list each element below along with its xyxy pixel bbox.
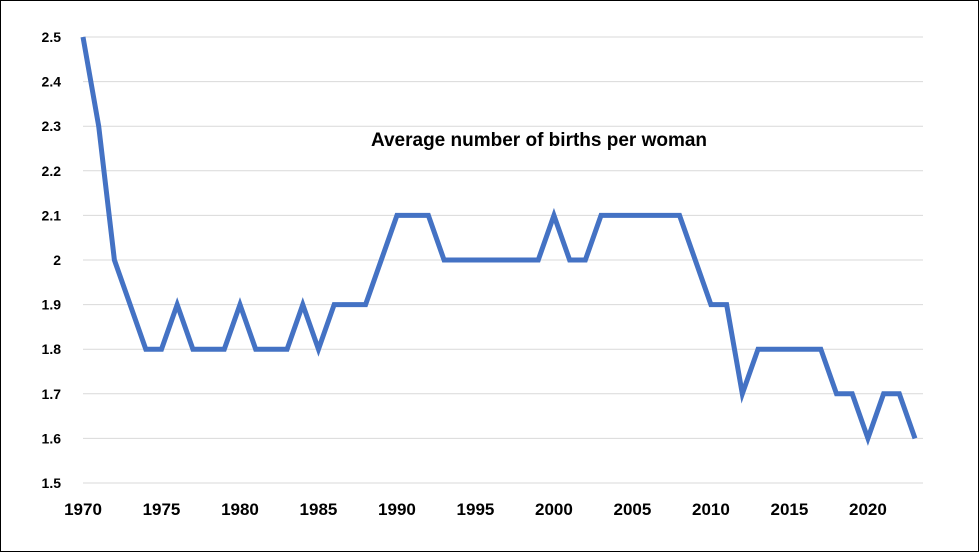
data-point bbox=[222, 347, 226, 351]
data-point bbox=[238, 303, 242, 307]
x-tick-label: 2000 bbox=[535, 500, 573, 519]
data-point bbox=[536, 258, 540, 262]
data-point bbox=[348, 303, 352, 307]
x-tick-label: 1995 bbox=[457, 500, 495, 519]
data-point bbox=[662, 213, 666, 217]
data-point bbox=[787, 347, 791, 351]
y-tick-label: 1.8 bbox=[42, 341, 62, 357]
data-point bbox=[646, 213, 650, 217]
data-point bbox=[866, 436, 870, 440]
data-point bbox=[709, 303, 713, 307]
data-point bbox=[364, 303, 368, 307]
series-layer bbox=[80, 35, 918, 446]
data-point bbox=[819, 347, 823, 351]
data-point bbox=[395, 213, 399, 217]
x-tick-label: 1980 bbox=[221, 500, 259, 519]
data-point bbox=[144, 347, 148, 351]
data-point bbox=[583, 258, 587, 262]
data-point bbox=[693, 258, 697, 262]
y-tick-label: 2.3 bbox=[42, 118, 62, 134]
y-tick-label: 2 bbox=[53, 252, 61, 268]
data-point bbox=[332, 303, 336, 307]
y-tick-label: 1.9 bbox=[42, 297, 62, 313]
x-tick-label: 1985 bbox=[300, 500, 338, 519]
y-axis-tick-labels: 1.5 1.6 1.7 1.8 1.9 2 2.1 2.2 2.3 2.4 2.5 bbox=[42, 29, 62, 491]
data-point bbox=[913, 436, 917, 440]
data-point bbox=[489, 258, 493, 262]
y-tick-label: 1.7 bbox=[42, 386, 62, 402]
data-point bbox=[772, 347, 776, 351]
data-point bbox=[505, 258, 509, 262]
series-line bbox=[80, 36, 918, 446]
data-point bbox=[850, 392, 854, 396]
data-point bbox=[897, 392, 901, 396]
y-tick-label: 2.5 bbox=[42, 29, 62, 45]
data-point bbox=[112, 258, 116, 262]
data-point bbox=[725, 303, 729, 307]
data-point bbox=[301, 303, 305, 307]
x-tick-label: 1970 bbox=[64, 500, 102, 519]
data-point bbox=[740, 392, 744, 396]
data-point bbox=[175, 303, 179, 307]
y-tick-label: 2.2 bbox=[42, 163, 62, 179]
data-point bbox=[835, 392, 839, 396]
data-point bbox=[316, 347, 320, 351]
data-point bbox=[426, 213, 430, 217]
data-point bbox=[803, 347, 807, 351]
data-point bbox=[442, 258, 446, 262]
y-tick-label: 2.1 bbox=[42, 207, 62, 223]
data-point bbox=[128, 303, 132, 307]
data-point bbox=[285, 347, 289, 351]
x-tick-label: 2005 bbox=[614, 500, 652, 519]
x-axis-tick-labels: 1970 1975 1980 1985 1990 1995 2000 2005 2010 2015… bbox=[64, 500, 887, 519]
data-point bbox=[254, 347, 258, 351]
x-tick-label: 2020 bbox=[849, 500, 887, 519]
data-point bbox=[615, 213, 619, 217]
data-point bbox=[630, 213, 634, 217]
x-tick-label: 1975 bbox=[143, 500, 181, 519]
data-point bbox=[678, 213, 682, 217]
x-tick-label: 2010 bbox=[692, 500, 730, 519]
data-point bbox=[882, 392, 886, 396]
data-point bbox=[473, 258, 477, 262]
y-tick-label: 2.4 bbox=[42, 74, 62, 90]
x-tick-label: 1990 bbox=[378, 500, 416, 519]
y-tick-label: 1.5 bbox=[42, 475, 62, 491]
data-point bbox=[379, 258, 383, 262]
data-point bbox=[756, 347, 760, 351]
data-point bbox=[458, 258, 462, 262]
data-point bbox=[411, 213, 415, 217]
data-point bbox=[552, 213, 556, 217]
chart-title: Average number of births per woman bbox=[371, 130, 707, 151]
y-tick-label: 1.6 bbox=[42, 430, 62, 446]
x-tick-label: 2015 bbox=[771, 500, 809, 519]
data-point bbox=[159, 347, 163, 351]
data-point bbox=[568, 258, 572, 262]
data-point bbox=[81, 35, 85, 39]
data-point bbox=[269, 347, 273, 351]
data-point bbox=[599, 213, 603, 217]
data-point bbox=[207, 347, 211, 351]
data-point bbox=[521, 258, 525, 262]
data-point bbox=[97, 124, 101, 128]
data-point bbox=[191, 347, 195, 351]
